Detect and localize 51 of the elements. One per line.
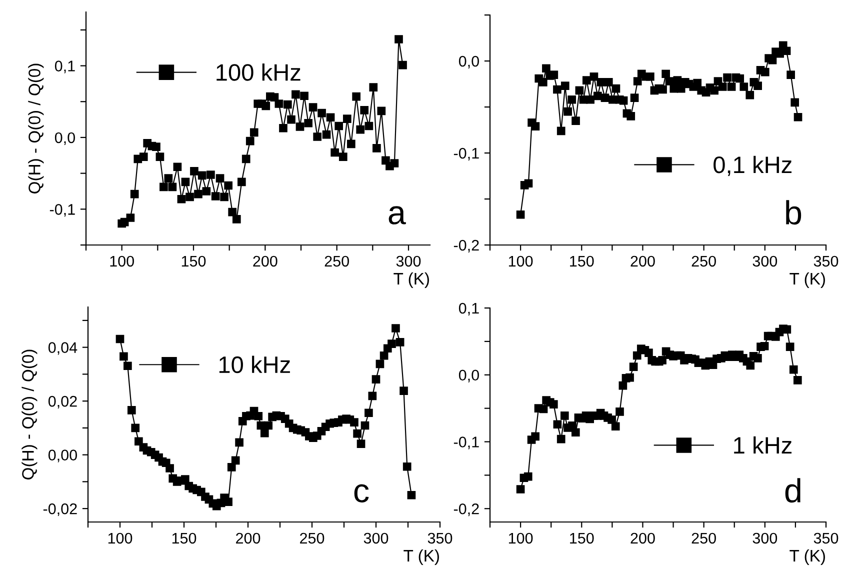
y-tick-label: -0,1 <box>454 148 479 160</box>
x-tick-label: 150 <box>182 256 206 267</box>
x-axis-title: T (K) <box>404 549 439 565</box>
x-tick-label: 150 <box>172 532 196 544</box>
x-tick-label: 250 <box>692 256 716 267</box>
legend-label: 100 kHz <box>216 63 300 81</box>
y-tick-label: 0,04 <box>48 342 78 355</box>
x-tick-label: 150 <box>570 532 594 544</box>
x-tick-label: 200 <box>630 532 655 544</box>
y-tick-label: -0,1 <box>50 204 75 217</box>
y-tick-label: 0,0 <box>458 56 479 68</box>
y-tick-label: 0,0 <box>458 370 479 382</box>
annotation: c <box>354 484 369 503</box>
legend-label: 1 kHz <box>734 436 792 454</box>
x-axis-title: T (K) <box>790 549 825 565</box>
x-tick-label: 150 <box>570 256 594 267</box>
x-axis-title: T (K) <box>790 272 825 288</box>
legend-label: 10 kHz <box>219 356 290 374</box>
y-axis-title: Q(H) - Q(0) / Q(0) <box>28 64 44 194</box>
x-tick-label: 350 <box>814 532 838 544</box>
x-tick-label: 200 <box>236 532 260 544</box>
x-tick-label: 300 <box>752 532 778 544</box>
y-tick-label: -0,2 <box>454 240 479 252</box>
legend-label: 0,1 kHz <box>714 156 792 176</box>
y-axis-title: Q(H) - Q(0) / Q(0) <box>22 350 38 480</box>
x-tick-label: 250 <box>692 532 716 544</box>
x-tick-label: 100 <box>508 256 533 267</box>
x-tick-label: 350 <box>428 532 452 544</box>
x-tick-label: 100 <box>110 256 134 267</box>
x-tick-label: 300 <box>752 256 778 267</box>
y-tick-label: 0,1 <box>54 60 75 74</box>
annotation: d <box>785 478 800 503</box>
y-tick-label: 0,00 <box>48 450 77 462</box>
annotation: a <box>388 206 406 224</box>
y-tick-label: -0,1 <box>454 436 479 450</box>
x-tick-label: 350 <box>814 256 838 267</box>
x-tick-label: 200 <box>253 256 278 267</box>
y-tick-label: -0,2 <box>454 503 479 516</box>
x-tick-label: 300 <box>364 532 388 544</box>
x-tick-label: 250 <box>300 532 324 544</box>
y-tick-label: 0,1 <box>458 302 479 316</box>
y-tick-label: 0,02 <box>48 396 77 409</box>
x-tick-label: 100 <box>108 532 132 544</box>
annotation: b <box>786 200 802 225</box>
y-tick-label: -0,02 <box>43 503 77 516</box>
x-tick-label: 300 <box>396 256 421 267</box>
x-axis-title: T (K) <box>394 272 429 288</box>
x-tick-label: 200 <box>630 256 655 267</box>
x-tick-label: 100 <box>508 532 533 544</box>
x-tick-label: 250 <box>324 256 349 267</box>
y-tick-label: 0,0 <box>54 132 75 145</box>
